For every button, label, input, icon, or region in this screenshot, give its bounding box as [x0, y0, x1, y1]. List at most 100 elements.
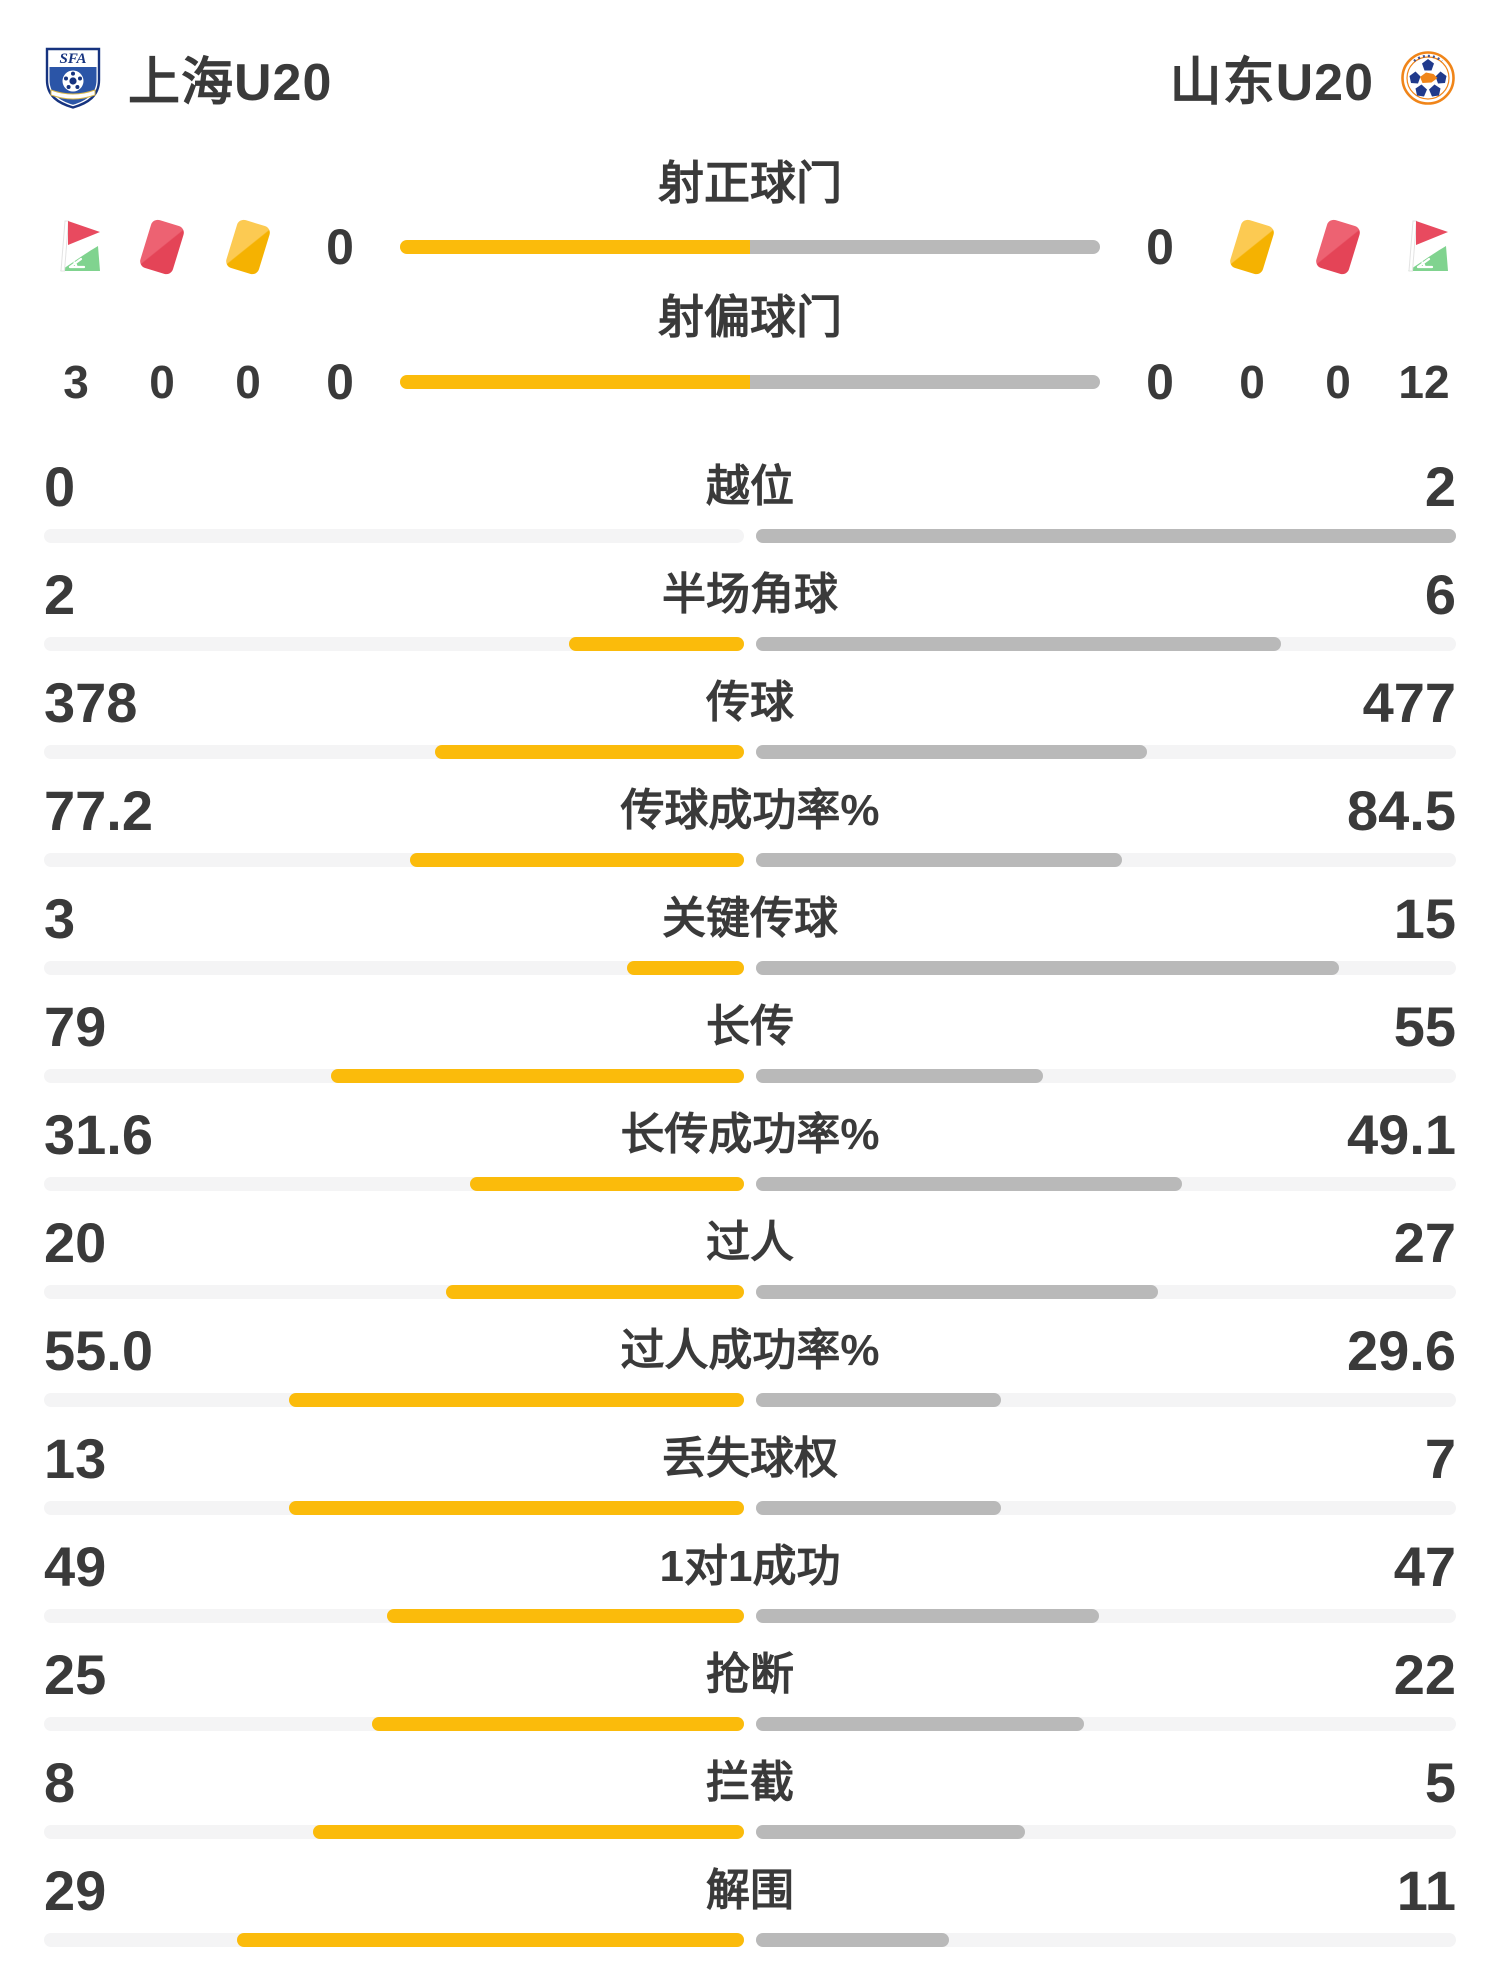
home-bar-fill — [386, 1609, 744, 1623]
stat-row: 79 长传 55 — [44, 999, 1456, 1083]
away-bar-fill — [756, 1177, 1182, 1191]
away-bar-track — [756, 1825, 1456, 1839]
stat-line: 55.0 过人成功率% 29.6 — [44, 1323, 1456, 1379]
home-bar-fill — [627, 961, 744, 975]
stat-label: 过人成功率% — [620, 1326, 880, 1375]
shots-off-target-title: 射偏球门 — [658, 291, 842, 343]
stat-row: 20 过人 27 — [44, 1215, 1456, 1299]
away-stat-value: 6 — [1424, 563, 1456, 626]
stat-row: 25 抢断 22 — [44, 1647, 1456, 1731]
home-bar-track — [44, 637, 744, 651]
stat-bar — [44, 529, 1456, 543]
stat-line: 13 丢失球权 7 — [44, 1431, 1456, 1487]
away-bar-fill — [756, 853, 1122, 867]
away-bar-fill — [756, 529, 1456, 543]
away-stat-value: 7 — [1424, 1427, 1456, 1490]
away-bar-track — [756, 1177, 1456, 1191]
home-stat-value: 79 — [44, 995, 107, 1058]
away-stat-value: 2 — [1424, 455, 1456, 518]
away-bar-fill — [756, 1069, 1044, 1083]
home-bar-track — [44, 1285, 744, 1299]
home-bar-track — [44, 961, 744, 975]
stat-line: 8 拦截 5 — [44, 1755, 1456, 1811]
stat-label: 过人 — [706, 1218, 794, 1267]
away-bar-fill — [756, 1933, 949, 1947]
away-shots-off-target-value: 0 — [1146, 354, 1174, 410]
stat-bar — [44, 1177, 1456, 1191]
away-bar-fill — [756, 1285, 1159, 1299]
away-bar-track — [756, 853, 1456, 867]
away-stat-value: 47 — [1393, 1535, 1456, 1598]
stat-line: 0 越位 2 — [44, 459, 1456, 515]
stat-line: 20 过人 27 — [44, 1215, 1456, 1271]
red-card-icon — [134, 217, 190, 277]
away-stat-value: 55 — [1393, 995, 1456, 1058]
home-stat-value: 31.6 — [44, 1103, 153, 1166]
stat-label: 传球 — [706, 678, 794, 727]
away-stat-value: 84.5 — [1347, 779, 1456, 842]
away-discipline-icons — [1220, 217, 1456, 277]
corner-flag-icon — [48, 217, 104, 277]
away-team: 山东U20 — [1170, 40, 1456, 115]
home-stat-value: 29 — [44, 1859, 107, 1922]
shots-on-target-bar — [400, 240, 1100, 254]
away-bar-track — [756, 745, 1456, 759]
stat-line: 378 传球 477 — [44, 675, 1456, 731]
home-bar-fill — [434, 745, 744, 759]
stat-line: 77.2 传球成功率% 84.5 — [44, 783, 1456, 839]
home-stat-value: 3 — [44, 887, 76, 950]
home-bar-fill — [400, 240, 750, 254]
home-stat-value: 20 — [44, 1211, 107, 1274]
away-bar-track — [756, 1933, 1456, 1947]
away-bar-track — [756, 1285, 1456, 1299]
away-bar-fill — [756, 1393, 1001, 1407]
stat-row: 378 传球 477 — [44, 675, 1456, 759]
home-team-badge: SFA — [44, 46, 102, 110]
stat-row: 0 越位 2 — [44, 459, 1456, 543]
stat-line: 2 半场角球 6 — [44, 567, 1456, 623]
away-bar-fill — [756, 1609, 1099, 1623]
stat-row: 55.0 过人成功率% 29.6 — [44, 1323, 1456, 1407]
stat-label: 丢失球权 — [662, 1434, 838, 1483]
stat-bar — [44, 1393, 1456, 1407]
stat-line: 31.6 长传成功率% 49.1 — [44, 1107, 1456, 1163]
stat-label: 半场角球 — [662, 570, 838, 619]
home-stat-value: 0 — [44, 455, 76, 518]
stat-row: 3 关键传球 15 — [44, 891, 1456, 975]
stat-label: 1对1成功 — [659, 1542, 841, 1591]
stat-bar — [44, 1933, 1456, 1947]
away-bar-fill — [756, 745, 1147, 759]
stat-label: 传球成功率% — [620, 786, 880, 835]
home-bar-track — [44, 1933, 744, 1947]
away-team-name: 山东U20 — [1169, 54, 1374, 112]
home-stat-value: 378 — [44, 671, 138, 734]
shots-on-target-row: 0 0 — [44, 215, 1456, 279]
home-team: SFA 上海U20 — [44, 40, 332, 115]
home-bar-fill — [409, 853, 744, 867]
stat-line: 29 解围 11 — [44, 1863, 1456, 1919]
stat-row: 8 拦截 5 — [44, 1755, 1456, 1839]
home-yellow-card-count: 0 — [235, 356, 261, 408]
home-discipline-icons — [44, 217, 280, 277]
home-bar-track — [44, 1609, 744, 1623]
shots-off-target-row: 3 0 0 0 0 0 0 12 — [44, 353, 1456, 411]
away-bar-track — [756, 1393, 1456, 1407]
stat-row: 13 丢失球权 7 — [44, 1431, 1456, 1515]
stat-bar — [44, 637, 1456, 651]
away-red-card-count: 0 — [1325, 356, 1351, 408]
stat-row: 2 半场角球 6 — [44, 567, 1456, 651]
home-bar-track — [44, 1069, 744, 1083]
away-bar-fill — [756, 637, 1281, 651]
yellow-card-icon — [220, 217, 276, 277]
stat-row: 49 1对1成功 47 — [44, 1539, 1456, 1623]
home-team-name: 上海U20 — [128, 54, 333, 112]
away-bar-track — [756, 1501, 1456, 1515]
stat-row: 77.2 传球成功率% 84.5 — [44, 783, 1456, 867]
home-red-card-count: 0 — [149, 356, 175, 408]
stat-line: 79 长传 55 — [44, 999, 1456, 1055]
home-bar-fill — [400, 375, 750, 389]
away-bar-track — [756, 637, 1456, 651]
stat-bar — [44, 745, 1456, 759]
home-bar-track — [44, 1177, 744, 1191]
